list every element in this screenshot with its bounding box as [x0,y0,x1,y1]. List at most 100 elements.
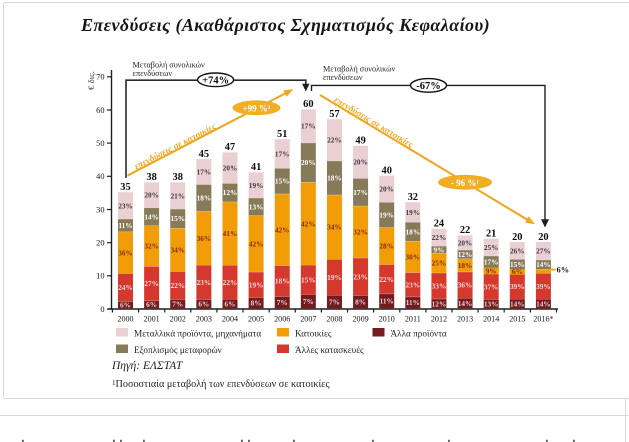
svg-text:2014: 2014 [483,315,499,324]
svg-text:7%: 7% [329,297,340,306]
svg-text:12%: 12% [458,250,473,259]
svg-text:35: 35 [120,182,130,193]
svg-text:8%: 8% [355,298,366,307]
svg-text:€ δις.: € δις. [86,71,96,90]
svg-text:14%: 14% [510,299,525,308]
svg-text:7%: 7% [277,298,288,307]
svg-text:1Ποσοστιαία μεταβολή των επενδ: 1Ποσοστιαία μεταβολή των επενδύσεων σε κ… [112,379,330,390]
svg-text:14%: 14% [536,260,551,269]
svg-text:19%: 19% [249,181,264,190]
svg-text:11%: 11% [406,298,420,307]
svg-text:19%: 19% [249,280,264,289]
svg-text:6%: 6% [198,300,209,309]
svg-text:15%: 15% [301,275,316,284]
svg-text:9%: 9% [433,245,444,254]
svg-text:7%: 7% [303,297,314,306]
svg-text:6%: 6% [120,301,131,310]
svg-text:2001: 2001 [144,315,160,324]
svg-text:20%: 20% [379,185,394,194]
svg-text:18%: 18% [275,277,290,286]
svg-text:37%: 37% [484,282,499,291]
svg-text:Μεταβολή συνολικών: Μεταβολή συνολικών [133,61,206,70]
svg-text:39%: 39% [510,282,525,291]
svg-text:20%: 20% [301,158,316,167]
svg-text:30%: 30% [406,253,421,262]
svg-text:38: 38 [173,172,183,183]
svg-text:6%: 6% [146,300,157,309]
svg-text:18%: 18% [406,227,421,236]
svg-text:32%: 32% [353,228,368,237]
svg-text:17%: 17% [197,167,212,176]
svg-text:42%: 42% [275,225,290,234]
svg-text:20%: 20% [223,164,238,173]
svg-text:32: 32 [408,192,418,203]
svg-text:22%: 22% [170,281,185,290]
svg-text:15%: 15% [510,260,525,269]
svg-text:2010: 2010 [379,315,395,324]
svg-text:6%: 6% [225,299,236,308]
svg-text:14%: 14% [144,212,159,221]
svg-text:20: 20 [512,232,522,243]
svg-text:30: 30 [96,205,104,214]
svg-text:23%: 23% [197,278,212,287]
svg-text:42%: 42% [301,219,316,228]
svg-text:- 96 %¹: - 96 %¹ [451,178,479,188]
svg-text:20%: 20% [458,238,473,247]
svg-text:20: 20 [96,239,104,248]
svg-text:57: 57 [329,109,339,120]
svg-text:Επενδύσεις (Ακαθάριστος Σχηματ: Επενδύσεις (Ακαθάριστος Σχηματισμός Κεφα… [80,15,490,36]
svg-text:17%: 17% [301,122,316,131]
svg-text:23%: 23% [406,280,421,289]
svg-text:51: 51 [277,129,287,140]
svg-text:9%: 9% [486,266,497,275]
svg-text:2007: 2007 [300,315,316,324]
svg-text:21: 21 [486,228,496,239]
svg-text:20%: 20% [353,158,368,167]
svg-text:0: 0 [100,305,104,314]
svg-text:Κατοικίες: Κατοικίες [295,328,332,338]
svg-text:40: 40 [382,165,392,176]
svg-text:2015: 2015 [509,315,525,324]
svg-text:25%: 25% [484,243,499,252]
svg-text:13%: 13% [249,202,264,211]
svg-text:2002: 2002 [170,315,186,324]
svg-text:22%: 22% [379,275,394,284]
svg-text:18%: 18% [458,261,473,270]
svg-text:22%: 22% [432,233,447,242]
svg-text:27%: 27% [144,279,159,288]
svg-text:17%: 17% [484,257,499,266]
svg-text:34%: 34% [327,223,342,232]
svg-text:45: 45 [199,149,209,160]
svg-text:2016*: 2016* [533,315,553,324]
svg-text:36%: 36% [458,281,473,290]
svg-text:18%: 18% [327,174,342,183]
svg-text:-67%: -67% [416,81,441,92]
svg-text:2008: 2008 [326,315,342,324]
svg-text:22%: 22% [223,278,238,287]
svg-text:επενδύσεων: επενδύσεων [323,73,363,82]
svg-text:14%: 14% [536,299,551,308]
svg-text:20%: 20% [144,191,159,200]
svg-text:2004: 2004 [222,315,238,324]
svg-text:21%: 21% [170,191,185,200]
svg-text:40: 40 [96,172,104,181]
svg-text:24%: 24% [118,283,133,292]
svg-text:Μεταβολή συνολικών: Μεταβολή συνολικών [323,65,396,74]
svg-text:13%: 13% [484,300,499,309]
svg-text:19%: 19% [327,273,342,282]
svg-text:28%: 28% [379,242,394,251]
svg-text:2006: 2006 [274,315,290,324]
svg-text:41: 41 [251,162,261,173]
svg-text:6%: 6% [512,267,523,276]
svg-text:18%: 18% [197,194,212,203]
svg-text:39%: 39% [536,282,551,291]
svg-text:2011: 2011 [405,315,421,324]
svg-text:14%: 14% [458,299,473,308]
svg-text:23%: 23% [118,201,133,210]
svg-text:24: 24 [434,218,444,229]
svg-text:41%: 41% [223,229,238,238]
svg-text:60: 60 [96,106,104,115]
svg-text:6%: 6% [557,266,570,275]
svg-text:επενδύσεων: επενδύσεων [133,69,173,78]
svg-text:22%: 22% [327,136,342,145]
